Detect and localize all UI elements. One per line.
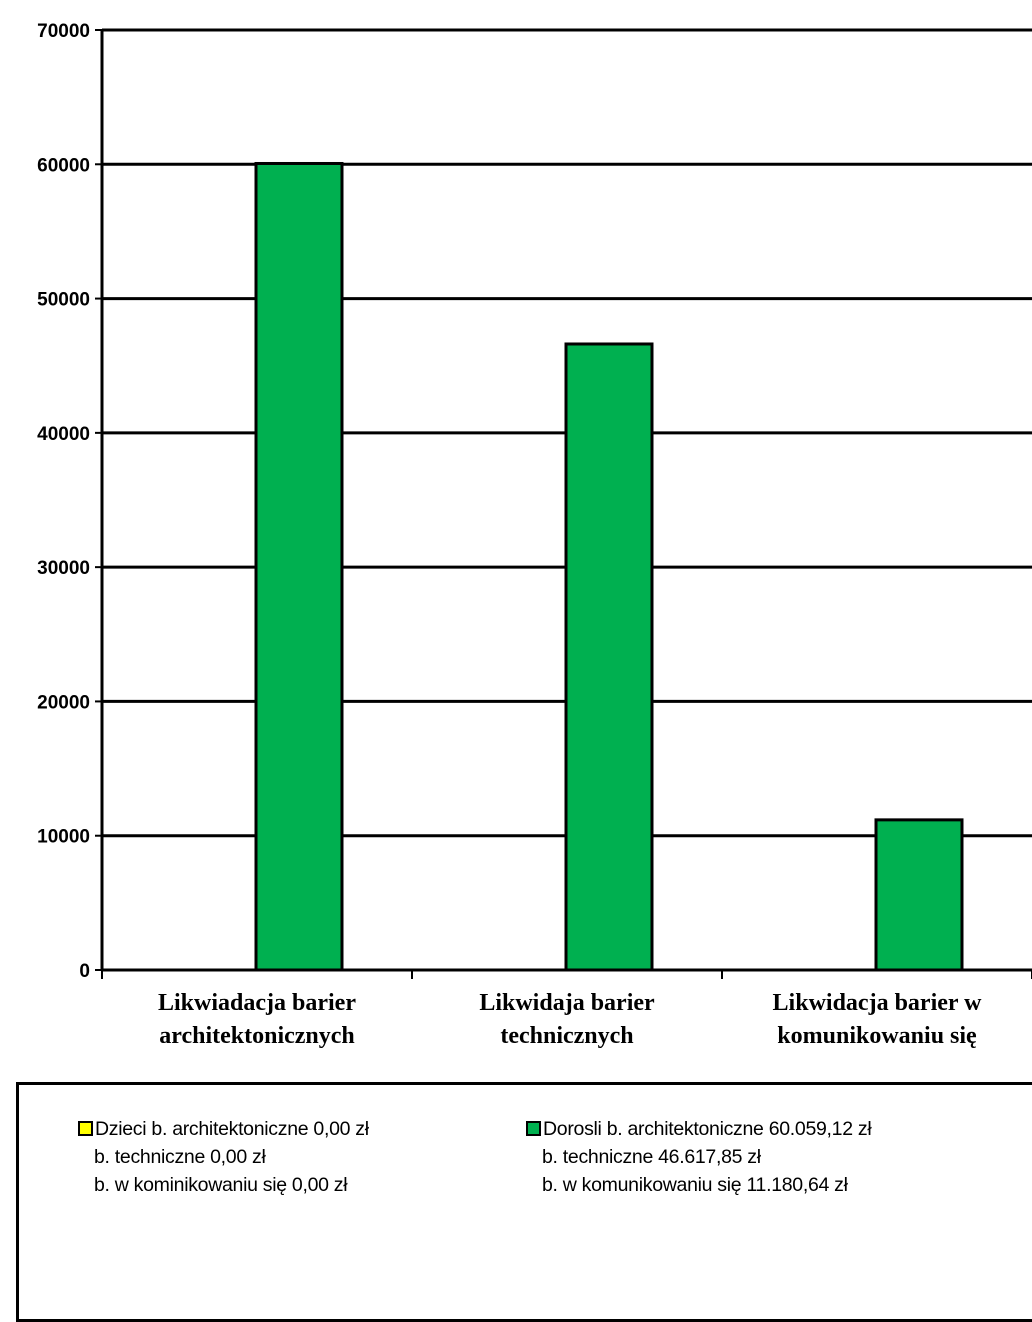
y-tick-label: 60000 <box>37 155 90 176</box>
y-tick-label: 70000 <box>37 21 90 42</box>
legend-dzieci-line-1: Dzieci b. architektoniczne 0,00 zł <box>95 1118 369 1140</box>
y-tick-label: 0 <box>79 961 90 982</box>
bar-dorosli-2 <box>564 342 654 972</box>
legend-dorosli-line-2: b. techniczne 46.617,85 zł <box>542 1146 761 1168</box>
x-category-label: architektonicznych <box>159 1023 355 1049</box>
bar-dorosli-1 <box>254 161 344 972</box>
legend-dzieci-line-2: b. techniczne 0,00 zł <box>94 1146 266 1168</box>
y-tick-label: 10000 <box>37 827 90 848</box>
y-tick-label: 40000 <box>37 424 90 445</box>
legend-entry-dorosli: Dorosli b. architektoniczne 60.059,12 zł… <box>526 1115 872 1199</box>
y-tick-label: 50000 <box>37 290 90 311</box>
legend-dorosli-line-3: b. w komunikowaniu się 11.180,64 zł <box>542 1174 848 1196</box>
legend-swatch-dzieci <box>78 1121 93 1136</box>
y-tick-label: 20000 <box>37 692 90 713</box>
bar-chart: 0 10000 20000 30000 40000 50000 60000 70000 Lik… <box>37 21 1032 1049</box>
x-category-label: Likwidaja barier <box>479 990 655 1016</box>
y-tick-label: 30000 <box>37 558 90 579</box>
y-axis-tick-labels: 0 10000 20000 30000 40000 50000 60000 70000 <box>37 21 90 982</box>
bar-dorosli-3 <box>874 818 964 972</box>
x-category-label: komunikowaniu się <box>777 1023 977 1049</box>
x-category-label: Likwiadacja barier <box>158 990 356 1016</box>
legend-entry-dzieci: Dzieci b. architektoniczne 0,00 zł b. te… <box>78 1115 369 1199</box>
legend-dorosli-line-1: Dorosli b. architektoniczne 60.059,12 zł <box>543 1118 872 1140</box>
legend-swatch-dorosli <box>526 1121 541 1136</box>
x-axis-category-labels: Likwiadacja barier architektonicznych Likw… <box>158 990 982 1049</box>
axes <box>95 29 1032 979</box>
x-category-label: technicznych <box>500 1023 633 1049</box>
x-category-label: Likwidacja barier w <box>773 990 983 1016</box>
legend-dzieci-line-3: b. w kominikowaniu się 0,00 zł <box>94 1174 348 1196</box>
